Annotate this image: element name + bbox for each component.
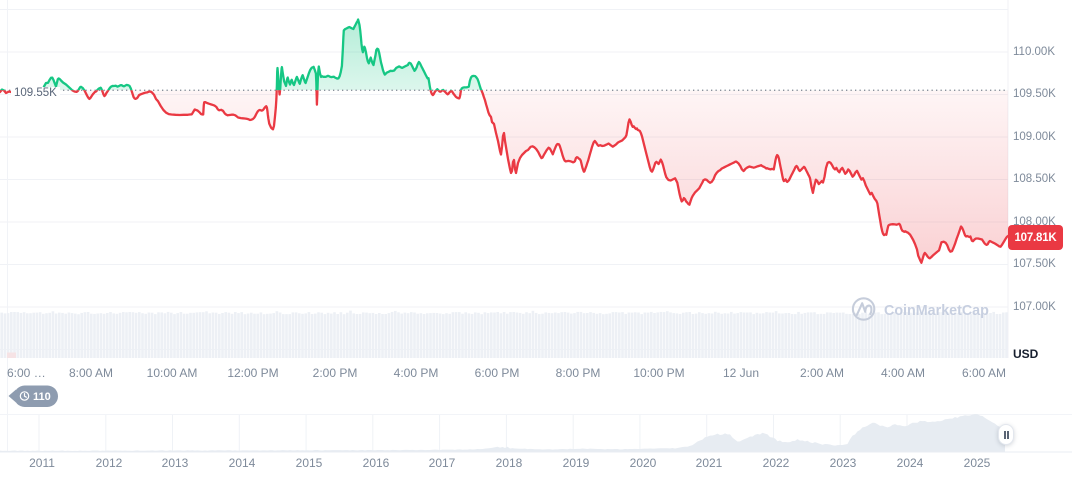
svg-text:110: 110: [33, 391, 51, 403]
svg-text:CoinMarketCap: CoinMarketCap: [884, 303, 989, 319]
